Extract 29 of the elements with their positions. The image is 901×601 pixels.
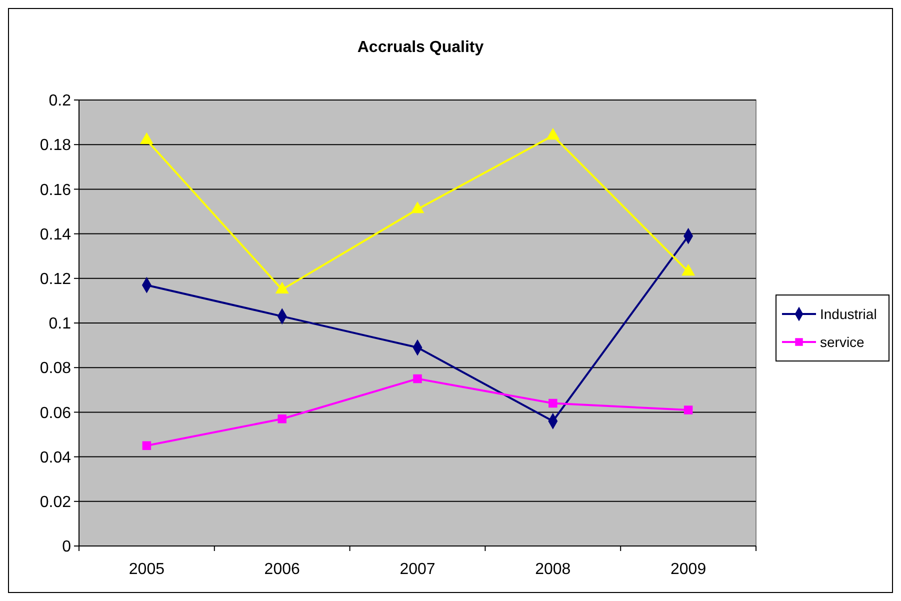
y-tick-label: 0.06 [40,404,72,422]
x-tick-label: 2008 [535,561,571,578]
point [140,132,154,144]
point [278,414,286,424]
y-tick-label: 0.02 [40,494,72,511]
point [276,282,288,294]
point [682,264,695,276]
y-tick-label: 0.18 [40,137,72,154]
x-tick-label: 2009 [670,561,706,578]
y-tick-label: 0 [62,538,72,556]
y-tick-label: 0.14 [40,226,72,244]
y-tick-label: 0.12 [40,271,72,288]
y-tick-label: 0.1 [48,316,72,333]
point [413,374,422,384]
y-tick-label: 0.2 [48,92,72,110]
point [684,406,693,414]
point [142,441,152,450]
x-tick-label: 2007 [400,561,436,578]
legend-label: service [820,334,865,350]
x-tick-label: 2006 [264,561,300,578]
chart-title: Accruals Quality [357,39,484,56]
y-tick-label: 0.08 [40,360,72,378]
x-tick-label: 2005 [128,561,165,578]
point [546,128,560,140]
legend-label: Industrial [820,306,877,322]
point [548,398,558,408]
point [411,202,424,214]
y-tick-label: 0.16 [40,182,72,199]
y-tick-label: 0.04 [40,449,72,466]
